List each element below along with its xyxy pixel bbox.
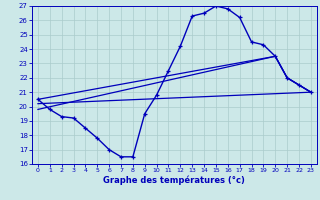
X-axis label: Graphe des températures (°c): Graphe des températures (°c) <box>103 176 245 185</box>
